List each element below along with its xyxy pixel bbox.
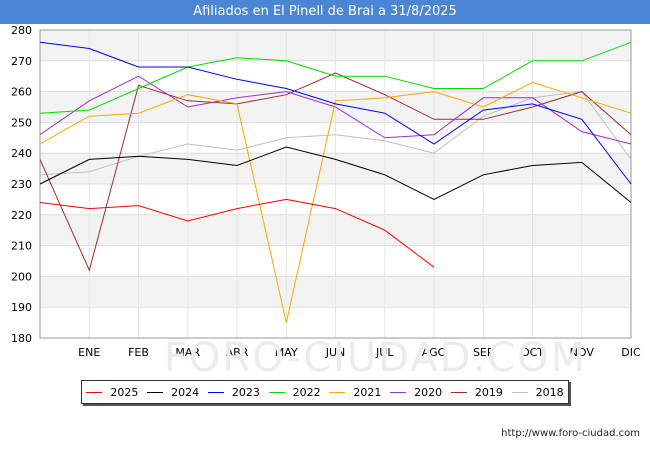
legend-item-2022: 2022	[268, 385, 321, 399]
series-line-2021	[39, 81, 632, 323]
legend-label: 2019	[474, 385, 503, 399]
series-line-2022	[39, 41, 632, 114]
y-tick-label: 230	[11, 178, 32, 191]
legend-swatch	[147, 391, 164, 393]
legend-swatch	[329, 391, 346, 393]
x-tick-label: AGO	[422, 346, 447, 359]
legend-item-2025: 2025	[86, 386, 138, 399]
legend-label: 2024	[171, 385, 200, 399]
legend-swatch	[511, 391, 528, 393]
y-tick-label: 220	[11, 209, 32, 222]
watermark: FORO-CIUDAD.COM	[164, 335, 587, 381]
legend-item-2024: 2024	[147, 386, 199, 399]
source-url: http://www.foro-ciudad.com	[501, 428, 640, 439]
legend-item-2019: 2019	[450, 385, 503, 399]
y-tick-label: 180	[11, 332, 32, 345]
y-tick-label: 250	[11, 116, 32, 129]
series-line-2024	[39, 146, 632, 203]
y-tick-label: 260	[11, 86, 32, 99]
legend-swatch	[390, 391, 407, 393]
y-tick-label: 190	[11, 301, 32, 314]
x-tick-label: JUL	[375, 346, 394, 359]
legend-label: 2020	[414, 385, 443, 399]
y-tick-label: 210	[11, 240, 32, 253]
legend-label: 2018	[535, 385, 564, 399]
x-tick-label: MAR	[175, 346, 200, 359]
x-tick-label: SEP	[473, 346, 494, 359]
legend-label: 2021	[353, 385, 382, 399]
legend-label: 2023	[231, 385, 260, 399]
legend-item-2021: 2021	[329, 386, 381, 399]
legend-swatch	[86, 391, 103, 393]
x-tick-label: OCT	[521, 346, 544, 359]
legend: 2025 2024 2023 2022 2021 2020 2019 2018	[81, 380, 569, 404]
x-tick-label: FEB	[128, 346, 149, 359]
x-tick-label: ENE	[78, 346, 100, 359]
legend-item-2020: 2020	[390, 386, 442, 399]
series-line-2025	[39, 198, 435, 268]
x-tick-label: JUN	[325, 346, 346, 359]
series-line-2020	[39, 75, 632, 145]
legend-item-2018: 2018	[511, 385, 564, 399]
x-tick-label: NOV	[570, 346, 595, 359]
legend-label: 2025	[110, 385, 139, 399]
legend-item-2023: 2023	[207, 385, 260, 399]
y-tick-label: 200	[11, 270, 32, 283]
series-line-2023	[39, 41, 632, 185]
x-tick-label: ABR	[226, 346, 249, 359]
series-line-2019	[39, 72, 632, 272]
legend-swatch	[207, 391, 224, 393]
y-tick-label: 270	[11, 55, 32, 68]
chart-title: Afiliados en El Pinell de Brai a 31/8/20…	[0, 0, 650, 24]
y-tick-label: 280	[11, 24, 32, 37]
legend-swatch	[450, 391, 467, 393]
x-tick-label: DIC	[621, 346, 641, 359]
y-tick-label: 240	[11, 147, 32, 160]
x-tick-label: MAY	[275, 346, 298, 359]
legend-swatch	[268, 391, 285, 393]
legend-label: 2022	[292, 385, 321, 399]
